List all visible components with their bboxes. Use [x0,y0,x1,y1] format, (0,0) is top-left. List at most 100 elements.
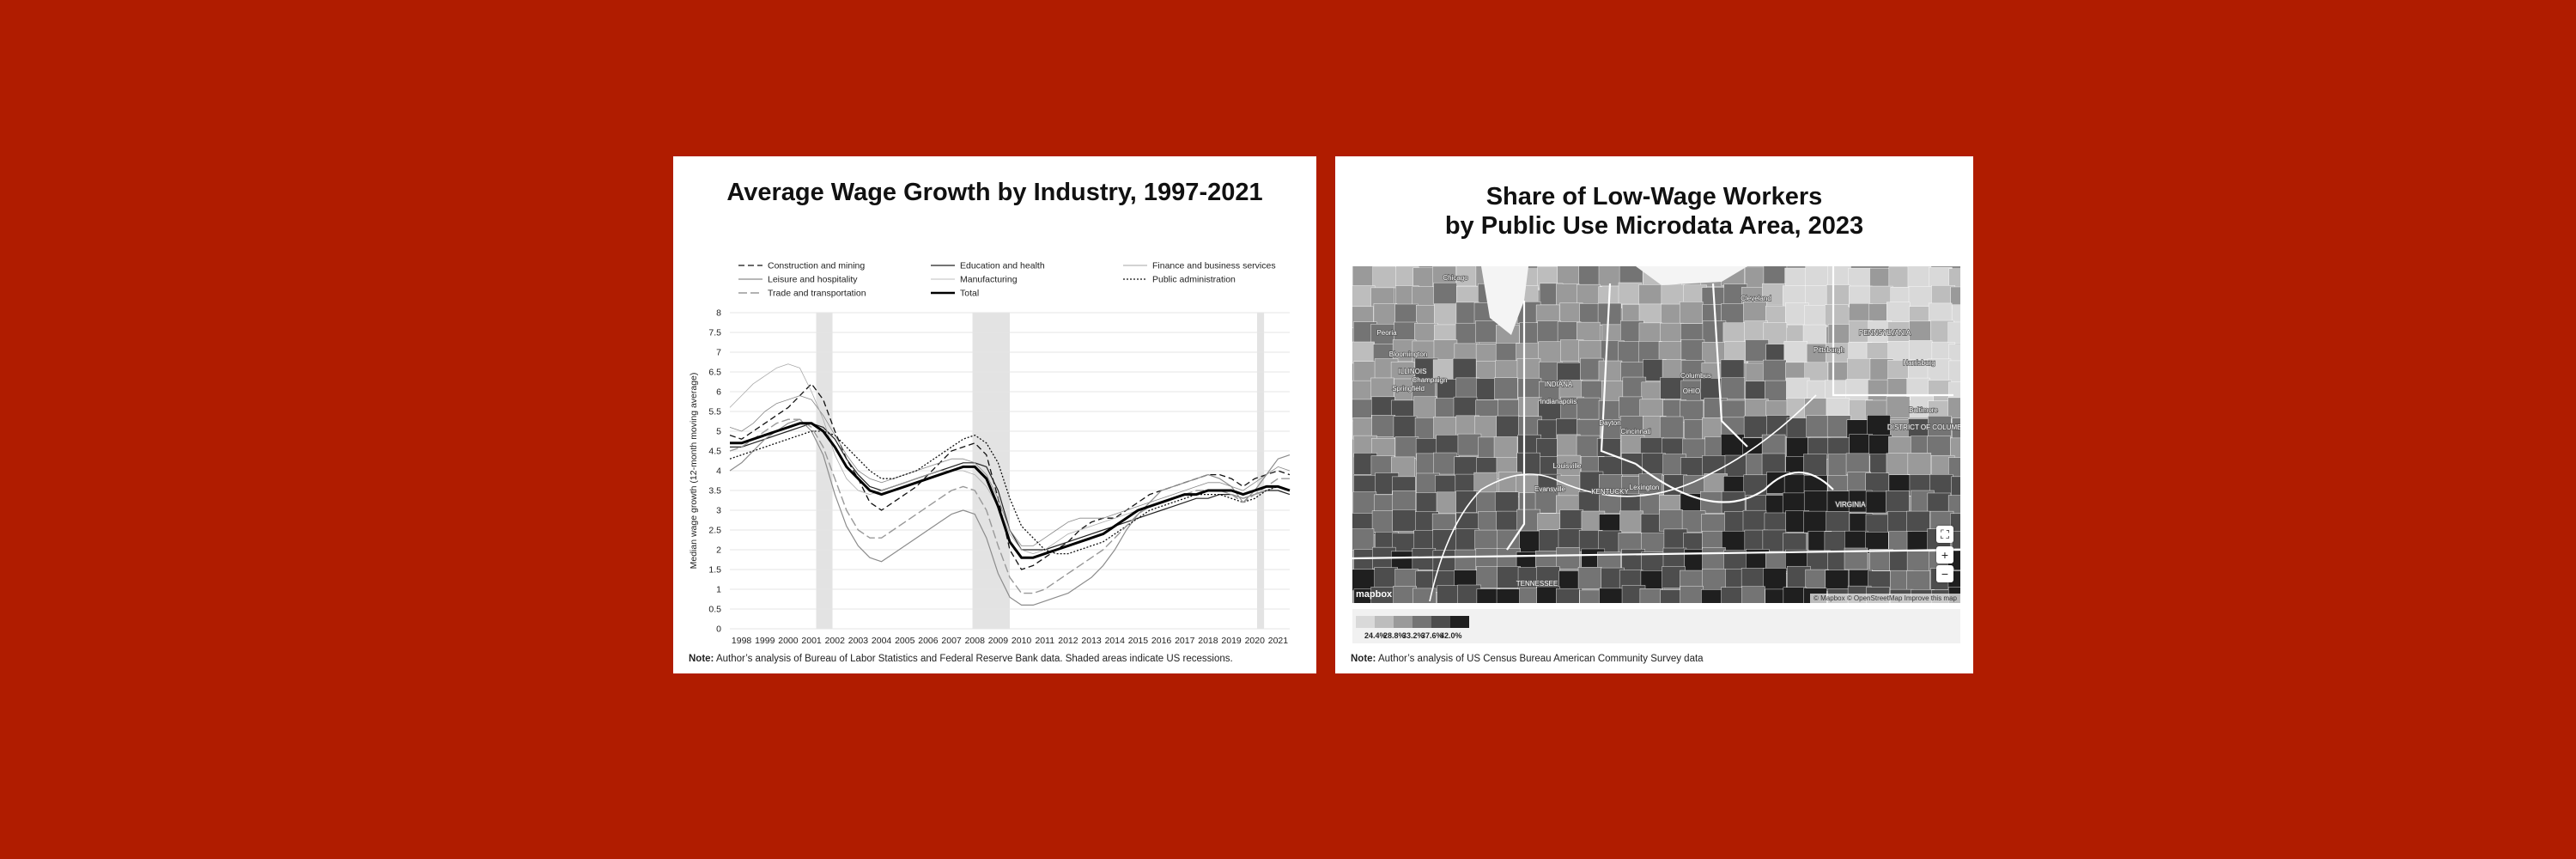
zoom-out-button[interactable]: − [1936,565,1953,582]
y-tick-label: 5.5 [708,407,721,417]
map-note-text: Author’s analysis of US Census Bureau Am… [1377,654,1704,664]
puma-region [1928,416,1952,438]
puma-region [1493,436,1518,459]
lake-erie [1636,266,1747,285]
x-tick-label: 2014 [1105,636,1126,646]
puma-region [1867,415,1891,437]
x-tick-label: 2005 [895,636,915,646]
puma-region [1598,360,1623,383]
puma-region [1559,509,1584,532]
legend-swatch [1413,616,1431,628]
map-place-label: Harrisburg [1903,359,1935,367]
x-tick-label: 2001 [801,636,822,646]
x-tick-label: 2007 [941,636,962,646]
puma-region [1577,567,1602,589]
puma-region [1641,533,1665,555]
series-line [729,395,1291,546]
map-canvas[interactable]: Chicago Cleveland Pittsburgh PENNSYLVANIA Ha… [1352,266,1960,603]
puma-region [1578,266,1602,287]
puma-region [1766,415,1790,437]
map-attribution[interactable]: © Mapbox © OpenStreetMap Improve this ma… [1810,594,1960,603]
puma-region [1556,475,1581,497]
y-tick-label: 1 [716,585,721,595]
series-line [730,422,1291,559]
puma-region [1807,550,1831,573]
puma-region [1827,324,1852,346]
ohio-river [1429,394,1817,602]
series-line [729,418,1291,606]
puma-region [1763,568,1787,590]
x-tick-label: 2008 [965,636,986,646]
map-note-label: Note: [1351,654,1376,664]
map-place-label: TENNESSEE [1516,580,1558,588]
legend-label: Finance and business services [1152,261,1276,271]
mapbox-logo[interactable]: mapbox [1356,589,1393,600]
legend-label: Construction and mining [768,261,865,271]
map-place-label: Columbus [1680,372,1711,380]
puma-region [1475,320,1499,343]
chart-note-label: Note: [689,654,714,664]
puma-region [1761,453,1786,476]
legend-label: 24.4% [1364,631,1387,640]
wage-growth-chart-panel: Average Wage Growth by Industry, 1997-20… [673,156,1316,673]
puma-region [1557,266,1581,287]
legend-swatch [1356,616,1375,628]
y-tick-label: 5 [716,427,721,437]
puma-region [1680,338,1705,362]
legend-label: Education and health [960,261,1045,271]
puma-region [1952,304,1960,326]
map-place-label: Lexington [1630,484,1660,491]
puma-region [1618,341,1642,363]
puma-region [1826,511,1850,533]
x-tick-label: 2020 [1245,636,1266,646]
puma-region [1497,566,1521,588]
puma-region [1556,283,1580,306]
choropleth-map[interactable]: Chicago Cleveland Pittsburgh PENNSYLVANIA Ha… [1352,266,1960,603]
puma-region [1433,452,1457,475]
puma-region [1638,473,1662,497]
puma-region [1393,416,1418,438]
y-tick-label: 2 [716,545,721,556]
x-tick-label: 2003 [848,636,869,646]
x-tick-label: 1999 [755,636,775,646]
x-tick-label: 2009 [988,636,1009,646]
puma-region [1599,588,1623,603]
puma-region [1950,437,1960,460]
puma-region [1765,380,1789,403]
puma-region [1352,528,1375,551]
x-tick-label: 2010 [1012,636,1032,646]
chart-note-text: Author’s analysis of Bureau of Labor Sta… [715,654,1233,664]
puma-region [1619,416,1644,438]
map-place-label: Bloomington [1389,350,1427,358]
puma-region [1845,453,1870,476]
fullscreen-button[interactable]: ⛶ [1936,526,1953,543]
x-tick-label: 2019 [1221,636,1242,646]
puma-region [1845,379,1870,401]
puma-region [1742,509,1767,533]
x-tick-label: 2012 [1058,636,1078,646]
puma-region [1432,550,1457,573]
puma-region [1638,284,1662,307]
zoom-in-button[interactable]: + [1936,546,1953,564]
y-tick-label: 8 [716,308,721,319]
puma-region [1948,268,1960,290]
puma-region [1598,530,1622,553]
puma-region [1352,380,1374,403]
puma-region [1741,568,1765,590]
map-place-label: Chicago [1443,274,1468,282]
puma-region [1557,454,1581,478]
puma-region [1761,434,1786,457]
y-tick-label: 7.5 [708,328,721,338]
puma-region [1869,549,1893,571]
puma-region [1516,452,1540,475]
puma-region [1619,510,1643,533]
x-tick-label: 2011 [1035,636,1054,646]
puma-region [1352,341,1375,364]
puma-region [1352,399,1376,422]
puma-region [1950,286,1960,309]
map-place-label: Dayton [1599,419,1620,427]
puma-region [1825,304,1849,326]
puma-region [1947,321,1960,344]
map-place-label: Champaign [1413,376,1448,384]
puma-region [1763,359,1787,382]
